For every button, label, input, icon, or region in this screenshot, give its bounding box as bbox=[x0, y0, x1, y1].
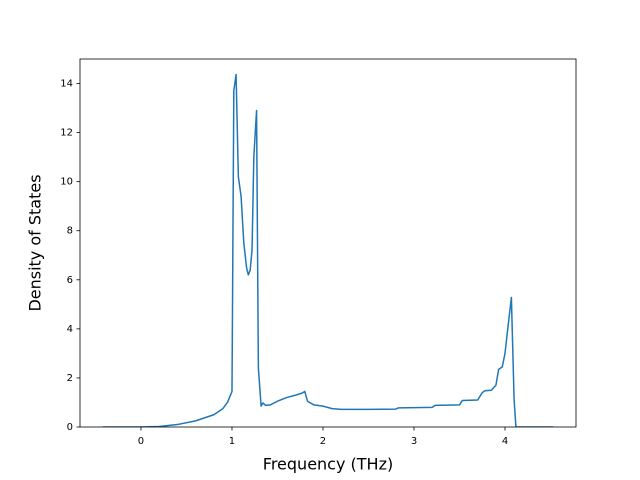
y-tick-label: 8 bbox=[67, 226, 73, 237]
y-tick-label: 12 bbox=[60, 128, 73, 139]
plot-frame bbox=[79, 58, 577, 428]
x-tick-label: 2 bbox=[320, 436, 326, 447]
y-tick-label: 6 bbox=[67, 275, 73, 286]
line bbox=[102, 73, 554, 427]
x-tick-label: 3 bbox=[411, 436, 417, 447]
y-tick-label: 10 bbox=[60, 177, 73, 188]
x-tick-label: 0 bbox=[138, 436, 144, 447]
y-axis-label: Density of States bbox=[26, 174, 45, 311]
x-axis-label: Frequency (THz) bbox=[263, 455, 393, 474]
y-tick-label: 2 bbox=[67, 373, 73, 384]
y-tick-label: 4 bbox=[67, 324, 73, 335]
y-tick-label: 0 bbox=[67, 422, 73, 433]
x-tick-label: 1 bbox=[229, 436, 235, 447]
x-tick-label: 4 bbox=[502, 436, 508, 447]
y-tick-label: 14 bbox=[60, 79, 73, 90]
